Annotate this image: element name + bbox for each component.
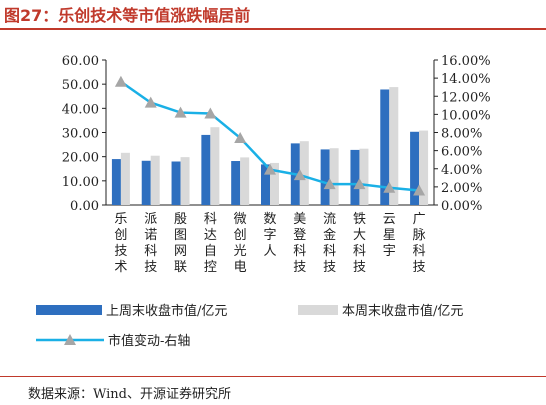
category-label: 数字人 [263, 212, 276, 259]
category-label: 乐创技术 [114, 212, 127, 275]
right-tick-label: 4.00% [441, 163, 482, 178]
category-label: 微创光电 [234, 212, 247, 275]
curr-value-bar [180, 157, 190, 205]
chart-line [114, 75, 426, 196]
prev-value-bar [201, 134, 211, 205]
curr-value-bar [389, 87, 399, 205]
change-point-marker [114, 75, 127, 87]
curr-value-bar [210, 127, 220, 205]
prev-value-bar [380, 89, 390, 205]
category-label: 派诺科技 [144, 212, 157, 275]
source-note: 数据来源：Wind、开源证券研究所 [28, 387, 231, 402]
title-rule [0, 28, 546, 30]
right-tick-label: 2.00% [441, 181, 482, 196]
legend-swatch-curr [298, 305, 338, 315]
legend-label-curr: 本周末收盘市值/亿元 [342, 303, 463, 319]
prev-value-bar [350, 149, 360, 205]
change-point-marker [174, 106, 187, 118]
prev-value-bar [111, 159, 121, 205]
change-point-marker [383, 181, 396, 193]
category-label: 铁大科技 [353, 212, 366, 275]
footer-rule [0, 376, 546, 377]
category-label: 流金科技 [323, 212, 336, 275]
right-tick-label: 16.00% [441, 54, 491, 69]
prev-value-bar [171, 161, 181, 205]
prev-value-bar [410, 131, 420, 205]
left-tick-label: 0.00 [70, 199, 99, 214]
legend-swatch-prev [36, 305, 102, 315]
right-tick-label: 8.00% [441, 127, 482, 142]
curr-value-bar [299, 141, 309, 205]
prev-value-bar [141, 160, 151, 205]
category-label: 云星宇 [383, 212, 396, 259]
legend-label-line: 市值变动-右轴 [108, 333, 190, 349]
figure-title: 图27：乐创技术等市值涨跌幅居前 [4, 6, 251, 25]
prev-value-bar [231, 161, 241, 205]
curr-value-bar [359, 148, 369, 205]
change-point-marker [234, 131, 247, 143]
curr-value-bar [270, 162, 279, 205]
curr-value-bar [150, 155, 160, 205]
change-point-marker [353, 178, 366, 190]
right-tick-label: 10.00% [441, 108, 491, 123]
category-label: 殷图网联 [174, 212, 187, 275]
right-tick-label: 12.00% [441, 90, 491, 105]
change-point-marker [204, 107, 217, 119]
left-tick-label: 20.00 [62, 151, 99, 166]
curr-value-bar [419, 130, 429, 205]
left-tick-label: 60.00 [62, 54, 99, 69]
prev-value-bar [261, 164, 270, 205]
change-point-marker [293, 169, 306, 181]
chart-axes: 0.00 10.00 20.00 30.00 40.00 50.00 60.00 0.00% 2… [62, 54, 491, 214]
change-point-marker [264, 163, 276, 175]
curr-value-bar [329, 148, 339, 205]
change-point-marker [323, 178, 336, 190]
left-tick-label: 30.00 [62, 127, 99, 142]
change-point-marker [144, 96, 157, 108]
legend-marker-line [64, 334, 76, 345]
category-labels: 乐创技术 派诺科技 殷图网联 科达自控 微创光电 数字人 美登科技 流金科技 铁大科技 云星宇 广脉… [114, 212, 425, 275]
category-label: 美登科技 [293, 212, 306, 275]
curr-value-bar [240, 157, 250, 205]
left-tick-label: 40.00 [62, 102, 99, 117]
legend-label-prev: 上周末收盘市值/亿元 [106, 303, 227, 319]
right-tick-label: 14.00% [441, 72, 491, 87]
category-label: 广脉科技 [413, 212, 426, 275]
left-tick-label: 10.00 [62, 175, 99, 190]
chart: 0.00 10.00 20.00 30.00 40.00 50.00 60.00 0.00% 2… [36, 54, 491, 349]
right-tick-label: 0.00% [441, 199, 482, 214]
curr-value-bar [120, 152, 130, 205]
change-point-marker [413, 184, 426, 196]
right-tick-label: 6.00% [441, 145, 482, 160]
left-tick-label: 50.00 [62, 78, 99, 93]
category-label: 科达自控 [204, 212, 217, 275]
prev-value-bar [320, 149, 330, 205]
